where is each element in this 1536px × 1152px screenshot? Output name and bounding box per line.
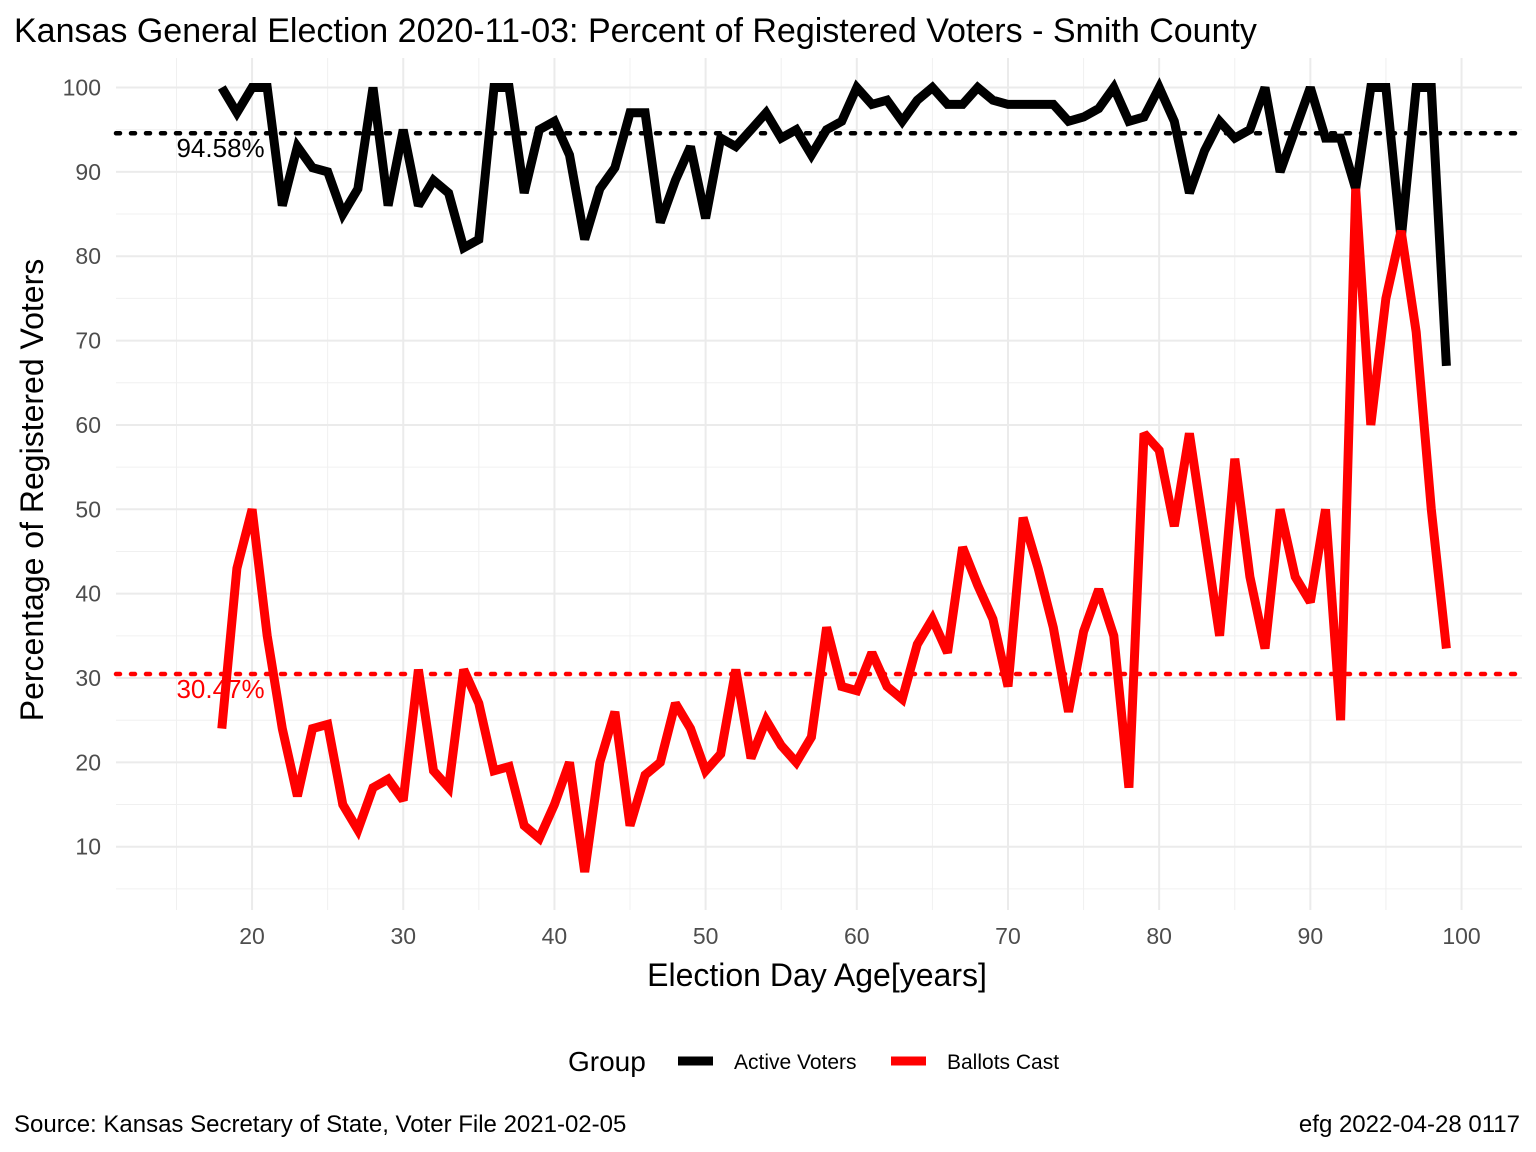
y-tick-label: 90 (75, 159, 101, 185)
series-line (217, 188, 1451, 873)
y-tick-label: 100 (63, 75, 101, 101)
x-tick-label: 90 (1298, 923, 1324, 949)
reference-label: 30.47% (176, 674, 264, 704)
legend-label-ballots-cast: Ballots Cast (947, 1051, 1059, 1074)
x-axis-title: Election Day Age[years] (647, 957, 987, 993)
caption-source: Source: Kansas Secretary of State, Voter… (14, 1111, 626, 1138)
y-tick-label: 70 (75, 328, 101, 354)
y-tick-label: 80 (75, 243, 101, 269)
y-axis-title: Percentage of Registered Voters (14, 259, 50, 722)
reference-label: 94.58% (176, 133, 264, 163)
series-lines (217, 77, 1451, 873)
x-tick-label: 40 (542, 923, 568, 949)
x-tick-label: 80 (1146, 923, 1172, 949)
x-tick-label: 30 (390, 923, 416, 949)
x-tick-label: 60 (844, 923, 870, 949)
y-tick-label: 40 (75, 581, 101, 607)
grid-major (116, 58, 1522, 910)
x-tick-label: 20 (239, 923, 265, 949)
legend-title: Group (568, 1046, 646, 1077)
y-tick-label: 10 (75, 834, 101, 860)
legend-label-active-voters: Active Voters (734, 1051, 857, 1074)
caption-credit: efg 2022-04-28 0117 (1299, 1111, 1520, 1138)
x-tick-labels: 20 30 40 50 60 70 80 90 100 (239, 923, 1480, 949)
reference-labels: 94.58% 30.47% (176, 133, 264, 704)
y-tick-label: 20 (75, 749, 101, 775)
chart-title: Kansas General Election 2020-11-03: Perc… (14, 12, 1257, 50)
y-tick-label: 50 (75, 496, 101, 522)
y-tick-label: 30 (75, 665, 101, 691)
y-tick-label: 60 (75, 412, 101, 438)
x-tick-label: 50 (693, 923, 719, 949)
x-tick-label: 100 (1442, 923, 1480, 949)
y-tick-labels: 10 20 30 40 50 60 70 80 90 100 (63, 75, 101, 860)
legend: Group Active Voters Ballots Cast (568, 1046, 1059, 1077)
series-line (217, 77, 1451, 367)
x-tick-label: 70 (995, 923, 1021, 949)
